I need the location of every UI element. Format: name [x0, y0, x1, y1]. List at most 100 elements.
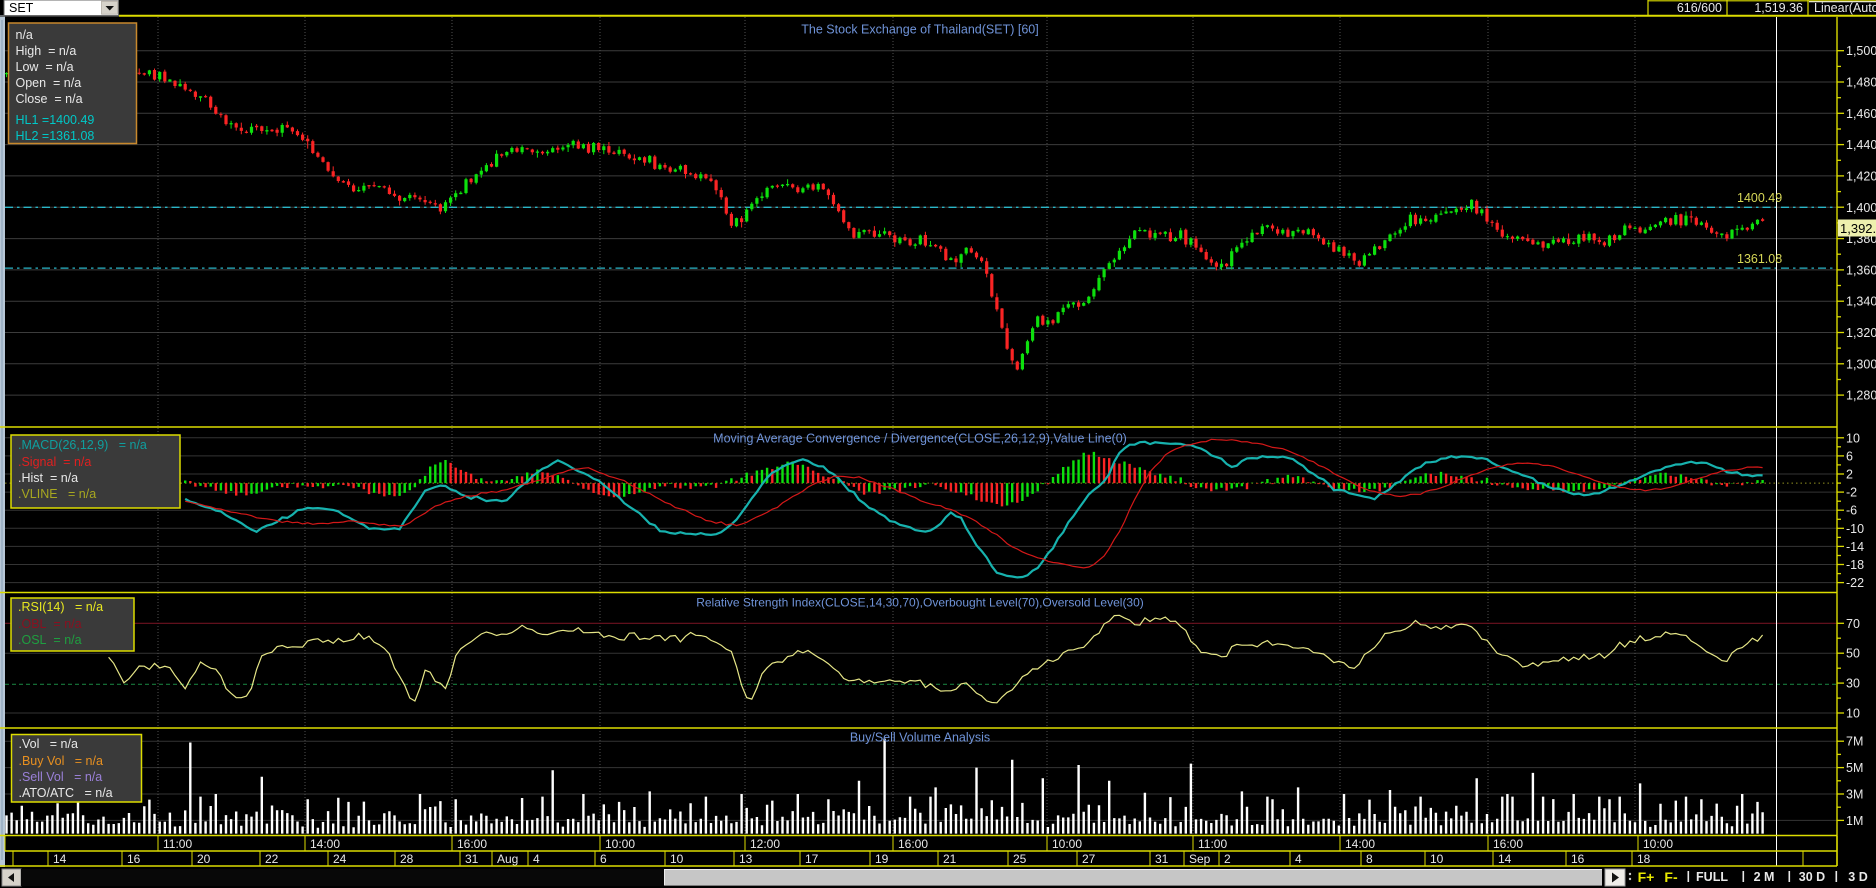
- svg-text:16:00: 16:00: [898, 837, 928, 851]
- svg-text:n/a: n/a: [16, 28, 33, 42]
- svg-text:8: 8: [1366, 852, 1373, 866]
- svg-text:31: 31: [1155, 852, 1169, 866]
- svg-text:.Signal = n/a: .Signal = n/a: [18, 455, 91, 469]
- svg-text:16:00: 16:00: [457, 837, 487, 851]
- svg-text:F+: F+: [1638, 869, 1655, 885]
- svg-text:30: 30: [1846, 677, 1860, 691]
- svg-text:1,360: 1,360: [1846, 263, 1876, 277]
- svg-text:10: 10: [670, 852, 684, 866]
- svg-text:19: 19: [875, 852, 889, 866]
- svg-text:6: 6: [600, 852, 607, 866]
- svg-text:-10: -10: [1846, 522, 1864, 536]
- svg-text:Close = n/a: Close = n/a: [16, 92, 83, 106]
- svg-text:1,300: 1,300: [1846, 357, 1876, 371]
- svg-text:31: 31: [465, 852, 479, 866]
- svg-text:HL1 =1400.49: HL1 =1400.49: [16, 113, 95, 127]
- svg-text:14: 14: [53, 852, 67, 866]
- svg-text:6: 6: [1846, 449, 1853, 463]
- svg-text:4: 4: [533, 852, 540, 866]
- svg-text:10:00: 10:00: [1643, 837, 1673, 851]
- svg-text:1,280: 1,280: [1846, 389, 1876, 403]
- svg-text:12:00: 12:00: [750, 837, 780, 851]
- svg-text:24: 24: [333, 852, 347, 866]
- svg-text:10: 10: [1846, 707, 1860, 721]
- svg-text:21: 21: [943, 852, 957, 866]
- svg-text:10: 10: [1430, 852, 1444, 866]
- svg-text:1,440: 1,440: [1846, 138, 1876, 152]
- svg-text:7M: 7M: [1846, 735, 1863, 749]
- svg-text:13: 13: [739, 852, 753, 866]
- svg-text:1,392.: 1,392.: [1840, 221, 1876, 236]
- svg-text:10: 10: [1846, 431, 1860, 445]
- svg-text:16: 16: [1571, 852, 1585, 866]
- svg-text:.ATO/ATC = n/a: .ATO/ATC = n/a: [19, 786, 113, 800]
- svg-text:20: 20: [197, 852, 211, 866]
- svg-text:14:00: 14:00: [1345, 837, 1375, 851]
- svg-text:-14: -14: [1846, 540, 1864, 554]
- svg-text:Linear(Auto: Linear(Auto: [1814, 1, 1876, 15]
- svg-text:25: 25: [1013, 852, 1027, 866]
- svg-text:1,500: 1,500: [1846, 44, 1876, 58]
- svg-text:.Hist = n/a: .Hist = n/a: [18, 471, 78, 485]
- svg-text:.OBL = n/a: .OBL = n/a: [18, 617, 82, 631]
- svg-text:14: 14: [1498, 852, 1512, 866]
- svg-text:-6: -6: [1846, 504, 1857, 518]
- svg-text:22: 22: [265, 852, 279, 866]
- svg-text:1,519.36: 1,519.36: [1754, 1, 1803, 15]
- svg-text:10:00: 10:00: [605, 837, 635, 851]
- svg-text:Relative Strength Index(CLOSE,: Relative Strength Index(CLOSE,14,30,70),…: [696, 596, 1144, 610]
- svg-text:1,480: 1,480: [1846, 76, 1876, 90]
- svg-text:2: 2: [1846, 467, 1853, 481]
- svg-text:Low = n/a: Low = n/a: [16, 60, 74, 74]
- svg-text:Open = n/a: Open = n/a: [16, 76, 82, 90]
- svg-text:2: 2: [1224, 852, 1231, 866]
- svg-text:30 D: 30 D: [1799, 870, 1825, 884]
- svg-text:2 M: 2 M: [1754, 870, 1775, 884]
- svg-text:4: 4: [1295, 852, 1302, 866]
- svg-text:.OSL = n/a: .OSL = n/a: [18, 633, 82, 647]
- svg-text:-2: -2: [1846, 486, 1857, 500]
- svg-text:HL2 =1361.08: HL2 =1361.08: [16, 129, 95, 143]
- svg-text:Buy/Sell Volume Analysis: Buy/Sell Volume Analysis: [850, 731, 990, 745]
- svg-text:.VLINE = n/a: .VLINE = n/a: [18, 487, 96, 501]
- svg-text:1,340: 1,340: [1846, 295, 1876, 309]
- svg-text:14:00: 14:00: [310, 837, 340, 851]
- svg-text:16: 16: [127, 852, 141, 866]
- svg-text:.Sell Vol = n/a: .Sell Vol = n/a: [19, 770, 103, 784]
- svg-text:Sep: Sep: [1189, 852, 1211, 866]
- svg-text:1,400: 1,400: [1846, 201, 1876, 215]
- svg-text:1,320: 1,320: [1846, 326, 1876, 340]
- svg-text:F-: F-: [1664, 869, 1678, 885]
- svg-text:10:00: 10:00: [1052, 837, 1082, 851]
- svg-text:27: 27: [1082, 852, 1096, 866]
- svg-text:11:00: 11:00: [1198, 837, 1227, 851]
- svg-text:Aug: Aug: [497, 852, 518, 866]
- svg-text:70: 70: [1846, 617, 1860, 631]
- svg-text:1,460: 1,460: [1846, 107, 1876, 121]
- svg-text:3M: 3M: [1846, 788, 1863, 802]
- svg-text:.MACD(26,12,9) = n/a: .MACD(26,12,9) = n/a: [18, 438, 147, 452]
- svg-text:The Stock Exchange of Thailand: The Stock Exchange of Thailand(SET) [60]: [801, 23, 1038, 37]
- svg-text:1M: 1M: [1846, 814, 1863, 828]
- svg-text:3 D: 3 D: [1848, 870, 1867, 884]
- svg-text:28: 28: [400, 852, 414, 866]
- svg-text:1400.49: 1400.49: [1737, 191, 1782, 205]
- svg-text:.Vol = n/a: .Vol = n/a: [19, 737, 78, 751]
- svg-text:1,420: 1,420: [1846, 169, 1876, 183]
- svg-text:1361.08: 1361.08: [1737, 252, 1782, 266]
- svg-text:SET: SET: [9, 1, 34, 15]
- svg-text:11:00: 11:00: [163, 837, 192, 851]
- svg-text:18: 18: [1637, 852, 1651, 866]
- svg-text:50: 50: [1846, 647, 1860, 661]
- svg-text:16:00: 16:00: [1493, 837, 1523, 851]
- svg-text:Moving Average Convergence / D: Moving Average Convergence / Divergence(…: [713, 432, 1127, 446]
- svg-text:.RSI(14) = n/a: .RSI(14) = n/a: [18, 600, 103, 614]
- svg-text:-18: -18: [1846, 558, 1864, 572]
- svg-text:.Buy Vol = n/a: .Buy Vol = n/a: [19, 754, 103, 768]
- svg-text:High = n/a: High = n/a: [16, 44, 77, 58]
- svg-text:5M: 5M: [1846, 761, 1863, 775]
- svg-text:-22: -22: [1846, 576, 1864, 590]
- svg-text:17: 17: [805, 852, 819, 866]
- svg-text:FULL: FULL: [1696, 870, 1728, 884]
- svg-text:616/600: 616/600: [1677, 1, 1722, 15]
